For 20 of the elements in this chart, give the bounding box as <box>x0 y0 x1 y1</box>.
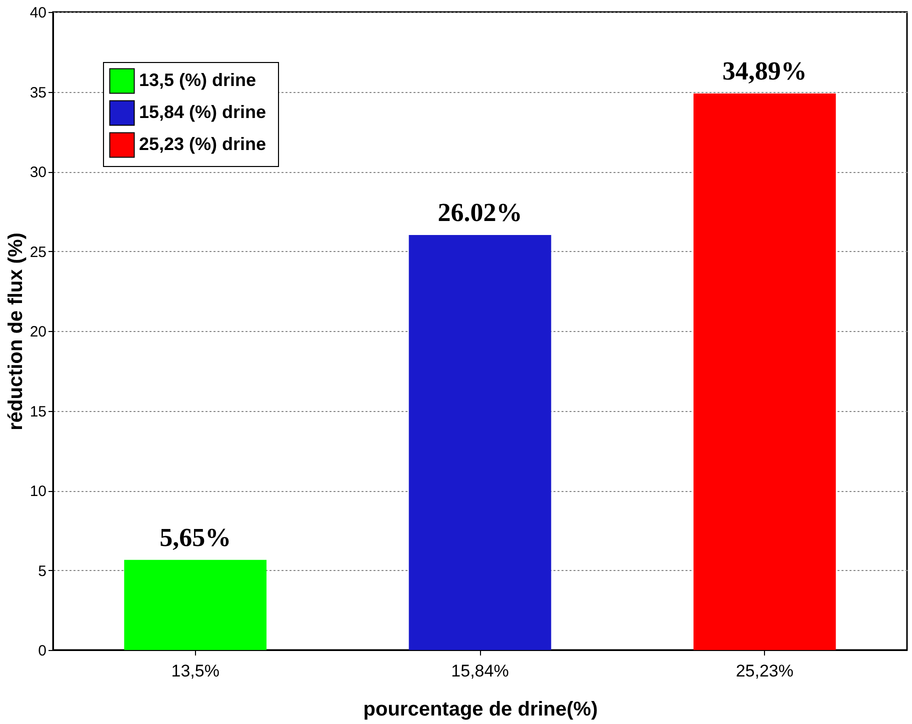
y-tick-label: 5 <box>38 562 46 580</box>
x-tick-label: 15,84% <box>451 662 509 680</box>
y-tick-label: 20 <box>30 324 46 340</box>
legend-label: 15,84 (%) drine <box>139 102 266 122</box>
data-label: 26.02% <box>438 198 522 227</box>
y-tick-label: 15 <box>30 403 46 420</box>
x-axis-title: pourcentage de drine(%) <box>363 698 598 720</box>
y-axis-title: réduction de flux (%) <box>4 232 27 430</box>
y-tick-label: 0 <box>38 642 46 660</box>
y-tick-label: 25 <box>30 244 46 261</box>
y-tick-label: 40 <box>30 4 46 22</box>
data-label: 5,65% <box>160 522 232 552</box>
data-label: 34,89% <box>722 56 807 86</box>
y-tick-label: 10 <box>30 483 46 500</box>
x-tick-label: 25,23% <box>736 662 794 680</box>
y-tick-label: 35 <box>30 84 46 102</box>
x-tick-label: 13,5% <box>171 662 220 680</box>
y-tick-label: 30 <box>30 164 46 181</box>
legend-label: 25,23 (%) drine <box>139 134 266 154</box>
legend-label: 13,5 (%) drine <box>139 70 256 90</box>
